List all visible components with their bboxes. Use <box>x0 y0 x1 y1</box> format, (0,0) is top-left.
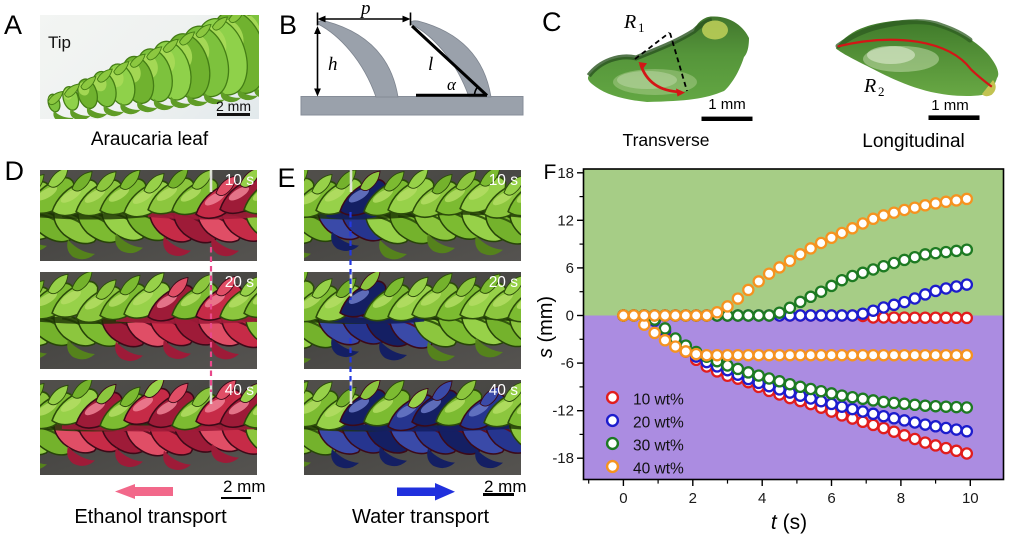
svg-text:α: α <box>447 75 457 94</box>
svg-text:30 wt%: 30 wt% <box>633 438 684 455</box>
svg-text:0: 0 <box>619 490 627 507</box>
svg-text:Transverse: Transverse <box>623 130 710 150</box>
svg-text:0: 0 <box>566 308 574 325</box>
svg-text:18: 18 <box>557 165 574 182</box>
svg-text:R: R <box>863 75 876 97</box>
svg-text:l: l <box>428 54 433 75</box>
svg-text:20 wt%: 20 wt% <box>633 415 684 432</box>
svg-text:h: h <box>328 54 338 75</box>
svg-text:p: p <box>359 0 371 19</box>
svg-text:12: 12 <box>557 212 574 229</box>
svg-text:40 wt%: 40 wt% <box>633 461 684 478</box>
svg-text:10 wt%: 10 wt% <box>633 392 684 409</box>
svg-text:t (s): t (s) <box>771 511 807 534</box>
svg-text:1 mm: 1 mm <box>708 96 746 113</box>
svg-text:10: 10 <box>962 490 979 507</box>
svg-text:Longitudinal: Longitudinal <box>862 131 964 152</box>
svg-text:1: 1 <box>638 20 645 35</box>
svg-text:2: 2 <box>878 84 885 99</box>
svg-text:8: 8 <box>897 490 905 507</box>
svg-text:s (mm): s (mm) <box>535 296 557 358</box>
svg-text:6: 6 <box>566 260 574 277</box>
svg-text:6: 6 <box>827 490 835 507</box>
svg-text:-18: -18 <box>552 450 574 467</box>
svg-text:R: R <box>623 11 636 33</box>
svg-text:-6: -6 <box>561 355 574 372</box>
svg-text:4: 4 <box>758 490 766 507</box>
svg-text:2: 2 <box>689 490 697 507</box>
svg-text:1 mm: 1 mm <box>931 97 969 114</box>
svg-text:-12: -12 <box>552 403 574 420</box>
